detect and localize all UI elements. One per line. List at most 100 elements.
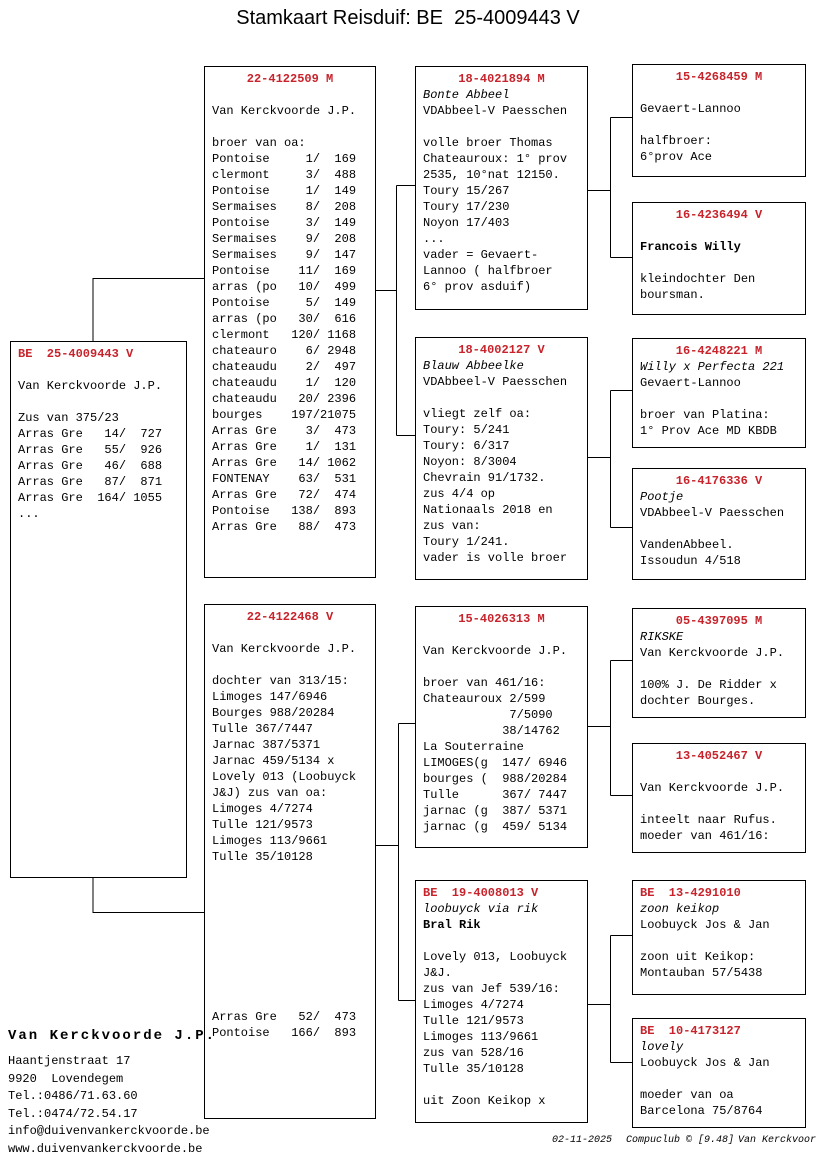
pedigree-line [205,865,375,881]
ring-number: 22-4122468 V [246,610,334,624]
pedigree-line: VDAbbeel-V Paesschen [640,506,785,520]
pedigree-line: VDAbbeel-V Paesschen [423,104,568,118]
pedigree-box-dss: 05-4397095 M RIKSKE Van Kerckvoorde J.P. 10… [632,608,806,718]
pedigree-line: Barcelona 75/8764 [640,1104,763,1118]
pedigree-line: kleindochter Den [640,272,756,286]
pedigree-line: 7/5090 [423,708,553,722]
pedigree-line: 6° prov asduif) [423,280,532,294]
pedigree-line: vliegt zelf oa: [423,407,532,421]
pedigree-line: Pontoise 11/ 169 [212,264,357,278]
pedigree-line: zus van 528/16 [423,1046,524,1060]
pedigree-line: 6°prov Ace [640,150,713,164]
pedigree-line: Arras Gre 14/ 727 [18,427,163,441]
ring-number: 13-4052467 V [675,749,763,763]
pedigree-line: arras (po 30/ 616 [212,312,357,326]
pedigree-line: Van Kerckvoorde J.P. [212,104,357,118]
pedigree-line: Arras Gre 87/ 871 [18,475,163,489]
ring-number: BE 13-4291010 [640,886,741,900]
pedigree-line [633,1071,805,1087]
pedigree-line: Tulle 121/9573 [423,1014,524,1028]
ring-number: BE 19-4008013 V [423,886,539,900]
ring-number: 16-4248221 M [675,344,763,358]
pedigree-box-ddd: BE 10-4173127 lovely Loobuyck Jos & Jan moe… [632,1018,806,1128]
pedigree-line: Toury 1/241. [423,535,510,549]
pedigree-line: Limoges 4/7274 [423,998,524,1012]
pedigree-line: 100% J. De Ridder x [640,678,777,692]
connector-dam-parents [376,723,415,1001]
pedigree-line: Noyon 17/403 [423,216,510,230]
pedigree-line: Bonte Abbeel [423,88,510,102]
pedigree-line: Limoges 113/9661 [423,1030,539,1044]
pedigree-box-ds: 15-4026313 M Van Kerckvoorde J.P. broer va… [415,606,588,848]
pedigree-line: bourges 197/21075 [212,408,357,422]
pedigree-line: Francois Willy [640,240,741,254]
pedigree-box-ss: 18-4021894 M Bonte Abbeel VDAbbeel-V Paess… [415,66,588,310]
pedigree-line: bourges ( 988/20284 [423,772,568,786]
pedigree-line: Pontoise 138/ 893 [212,504,357,518]
pedigree-line [205,119,375,135]
pedigree-line [633,521,805,537]
pedigree-line: Arras Gre 55/ 926 [18,443,163,457]
pedigree-line: Limoges 4/7274 [212,802,313,816]
pedigree-line: Willy x Perfecta 221 [640,360,785,374]
pedigree-box-sire: 22-4122509 M Van Kerckvoorde J.P. broer va… [204,66,376,578]
pedigree-line: vader is volle broer [423,551,568,565]
pedigree-line: broer van Platina: [640,408,770,422]
pedigree-line: Pontoise 5/ 149 [212,296,357,310]
pedigree-line: zus van Jef 539/16: [423,982,560,996]
pedigree-line: Loobuyck Jos & Jan [640,918,770,932]
pedigree-line: dochter van 313/15: [212,674,349,688]
owner-street: Haantjenstraat 17 [8,1054,131,1068]
pedigree-line: Pontoise 1/ 169 [212,152,357,166]
connector-ss-parents [588,117,632,258]
pedigree-line: lovely [640,1040,684,1054]
pedigree-line: Van Kerckvoorde J.P. [18,379,163,393]
page-title: Stamkaart Reisduif: BE 25-4009443 V [236,7,580,29]
ring-number: 18-4002127 V [458,343,545,357]
pedigree-line: Pontoise 1/ 149 [212,184,357,198]
pedigree-line: Loobuyck Jos & Jan [640,1056,770,1070]
pedigree-box-dd: BE 19-4008013 V loobuyck via rik Bral Rik L… [415,880,588,1123]
ring-number: 18-4021894 M [458,72,545,86]
pedigree-line [205,945,375,961]
pedigree-line: 38/14762 [423,724,560,738]
pedigree-line: Sermaises 8/ 208 [212,200,357,214]
pedigree-line: uit Zoon Keikop x [423,1094,546,1108]
pedigree-line: ... [423,232,445,246]
pedigree-line [205,977,375,993]
pedigree-line: Nationaals 2018 en [423,503,553,517]
pedigree-line: Arras Gre 88/ 473 [212,520,357,534]
pedigree-box-sd: 18-4002127 V Blauw Abbeelke VDAbbeel-V Pae… [415,337,588,580]
pedigree-line: FONTENAY 63/ 531 [212,472,357,486]
pedigree-line [205,87,375,103]
pedigree-box-sss: 15-4268459 M Gevaert-Lannoo halfbroer: 6°pr… [632,64,806,177]
ring-number: BE 10-4173127 [640,1024,741,1038]
pedigree-line: Lovely 013, Loobuyck [423,950,568,964]
pedigree-line: zus van: [423,519,481,533]
ring-number: BE 25-4009443 V [18,347,134,361]
pedigree-line: Blauw Abbeelke [423,359,524,373]
pedigree-line [205,961,375,977]
footer-date: 02-11-2025 [552,1135,613,1146]
pedigree-line: clermont 120/ 1168 [212,328,357,342]
pedigree-line: loobuyck via rik [423,902,539,916]
pedigree-line: Arras Gre 3/ 473 [212,424,357,438]
pedigree-line: inteelt naar Rufus. [640,813,777,827]
pedigree-box-ssd: 16-4236494 V Francois Willy kleindochter D… [632,202,806,315]
pedigree-line: halfbroer: [640,134,713,148]
pedigree-line: chateaudu 2/ 497 [212,360,357,374]
connector-ds-parents [588,660,632,796]
owner-website: www.duivenvankerckvoorde.be [8,1141,203,1156]
pedigree-line: zoon uit Keikop: [640,950,756,964]
pedigree-line: Tulle 367/7447 [212,722,313,736]
pedigree-line [205,625,375,641]
pedigree-line [205,993,375,1009]
pedigree-box-dds: BE 13-4291010 zoon keikop Loobuyck Jos & J… [632,880,806,995]
pedigree-line [633,933,805,949]
pedigree-line: Issoudun 4/518 [640,554,741,568]
pedigree-line: VDAbbeel-V Paesschen [423,375,568,389]
pedigree-line [633,796,805,812]
pedigree-line: Jarnac 387/5371 [212,738,321,752]
pedigree-line: ... [18,507,40,521]
pedigree-line: volle broer Thomas [423,136,553,150]
